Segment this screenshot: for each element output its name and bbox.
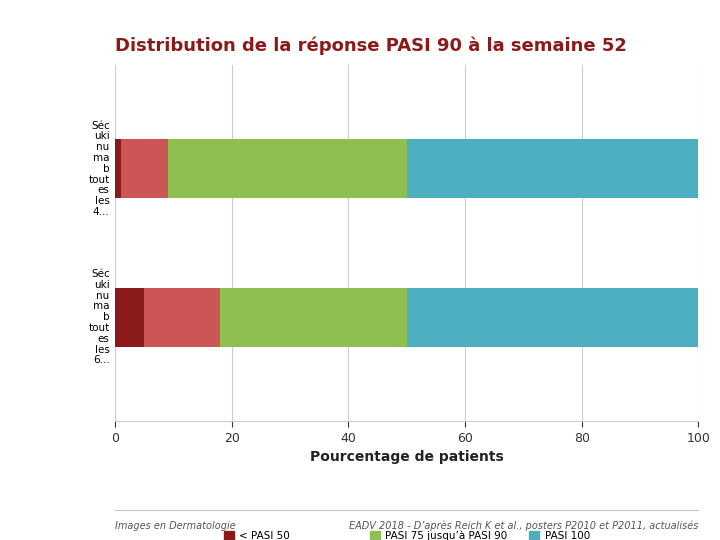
Bar: [407, 287, 698, 347]
Bar: [115, 139, 121, 198]
Bar: [115, 287, 145, 347]
Bar: [168, 139, 407, 198]
Text: Distribution de la réponse PASI 90 à la semaine 52: Distribution de la réponse PASI 90 à la …: [115, 36, 627, 55]
Bar: [145, 287, 220, 347]
Text: EADV 2018 - D’après Reich K et al., posters P2010 et P2011, actualisés: EADV 2018 - D’après Reich K et al., post…: [349, 521, 698, 531]
Bar: [220, 287, 407, 347]
Text: Images en Dermatologie: Images en Dermatologie: [115, 521, 236, 531]
Legend: < PASI 50, PASI 50 jusqu’à PASI 75, PASI 75 jusqu’à PASI 90, PASI 90 jusqu’au PA: < PASI 50, PASI 50 jusqu’à PASI 75, PASI…: [220, 526, 594, 540]
Bar: [121, 139, 168, 198]
X-axis label: Pourcentage de patients: Pourcentage de patients: [310, 450, 504, 464]
Bar: [407, 139, 698, 198]
